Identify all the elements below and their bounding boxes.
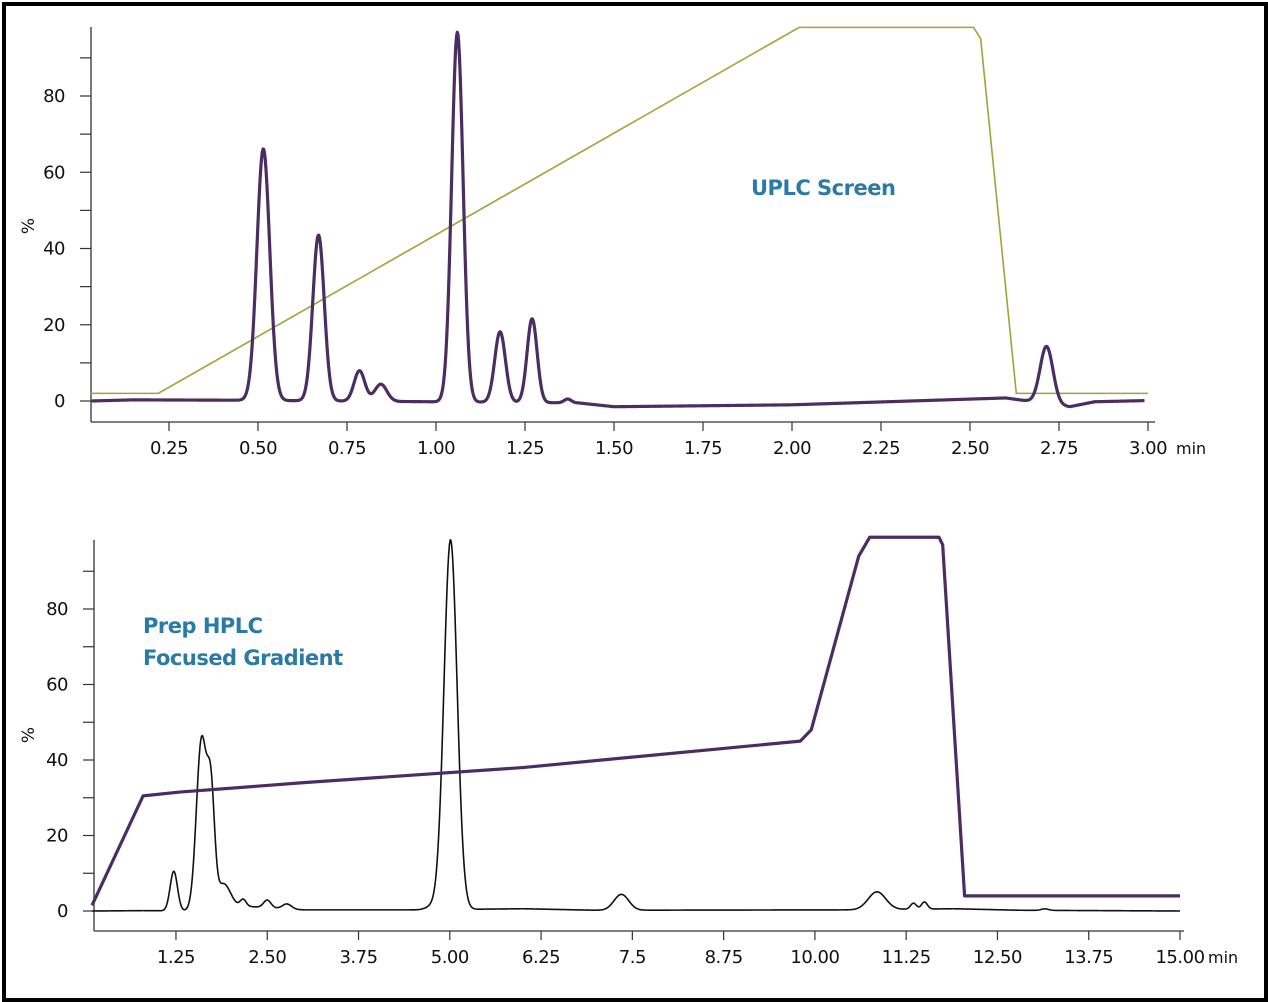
x-tick-label: 5.00: [431, 947, 469, 968]
uplc-gradient-line: [90, 26, 1148, 395]
x-tick-label: 0.75: [328, 438, 366, 459]
y-tick-label: 0: [54, 391, 65, 412]
prep-uv-trace: [91, 539, 1181, 912]
y-tick-label: 60: [46, 675, 68, 696]
x-tick-label: 7.5: [619, 947, 646, 968]
x-tick-label: 2.50: [951, 438, 989, 459]
x-tick-label: 1.75: [684, 438, 722, 459]
uplc-screen-chart: 0 20 40 60 80 0.25 0.50 0.75 1.00 1.25 1.50 1.75 2.…: [19, 26, 1206, 459]
x-tick-label: 1.00: [417, 438, 455, 459]
bottom-axes: [83, 540, 1184, 940]
x-tick-label: 3.75: [339, 947, 377, 968]
x-tick-label: 15.00: [1155, 947, 1204, 968]
bottom-x-tick-labels: 1.25 2.50 3.75 5.00 6.25 7.5 8.75 10.00 11.25 12.…: [157, 947, 1238, 968]
x-tick-label: 13.75: [1064, 947, 1113, 968]
top-x-tick-labels: 0.25 0.50 0.75 1.00 1.25 1.50 1.75 2.00 2.25 2.50…: [150, 438, 1206, 459]
x-tick-label: 11.25: [882, 947, 931, 968]
y-tick-label: 20: [46, 826, 68, 847]
y-tick-label: 40: [43, 239, 65, 260]
prep-hplc-chart: 0 20 40 60 80 1.25 2.50 3.75 5.00 6.25 7.5 8.75 10.…: [19, 535, 1238, 968]
uplc-screen-label: UPLC Screen: [751, 176, 895, 200]
x-tick-label: 1.25: [506, 438, 544, 459]
x-tick-label: 0.25: [150, 438, 188, 459]
bottom-y-tick-labels: 0 20 40 60 80: [46, 599, 68, 922]
top-y-axis-title: %: [19, 218, 39, 234]
y-tick-label: 20: [43, 315, 65, 336]
y-tick-label: 60: [43, 162, 65, 183]
x-tick-label: 1.25: [157, 947, 195, 968]
y-tick-label: 80: [43, 86, 65, 107]
x-unit-label: min: [1208, 948, 1238, 967]
x-tick-label: 12.50: [973, 947, 1022, 968]
x-tick-label: 3.00: [1129, 438, 1167, 459]
y-tick-label: 40: [46, 750, 68, 771]
x-tick-label: 8.75: [705, 947, 743, 968]
x-tick-label: 6.25: [522, 947, 560, 968]
y-tick-label: 80: [46, 599, 68, 620]
top-y-tick-labels: 0 20 40 60 80: [43, 86, 65, 412]
top-axes: [80, 27, 1155, 431]
x-tick-label: 1.50: [595, 438, 633, 459]
x-tick-label: 2.50: [248, 947, 286, 968]
x-tick-label: 10.00: [790, 947, 839, 968]
x-tick-label: 2.25: [862, 438, 900, 459]
uplc-uv-trace: [89, 30, 1146, 409]
prep-hplc-label: Prep HPLC: [143, 614, 263, 638]
y-tick-label: 0: [57, 901, 68, 922]
focused-gradient-label: Focused Gradient: [143, 646, 343, 670]
prep-gradient-line: [90, 535, 1180, 907]
x-tick-label: 2.00: [773, 438, 811, 459]
x-unit-label: min: [1176, 439, 1206, 458]
bottom-y-axis-title: %: [19, 727, 39, 743]
x-tick-label: 0.50: [239, 438, 277, 459]
x-tick-label: 2.75: [1040, 438, 1078, 459]
